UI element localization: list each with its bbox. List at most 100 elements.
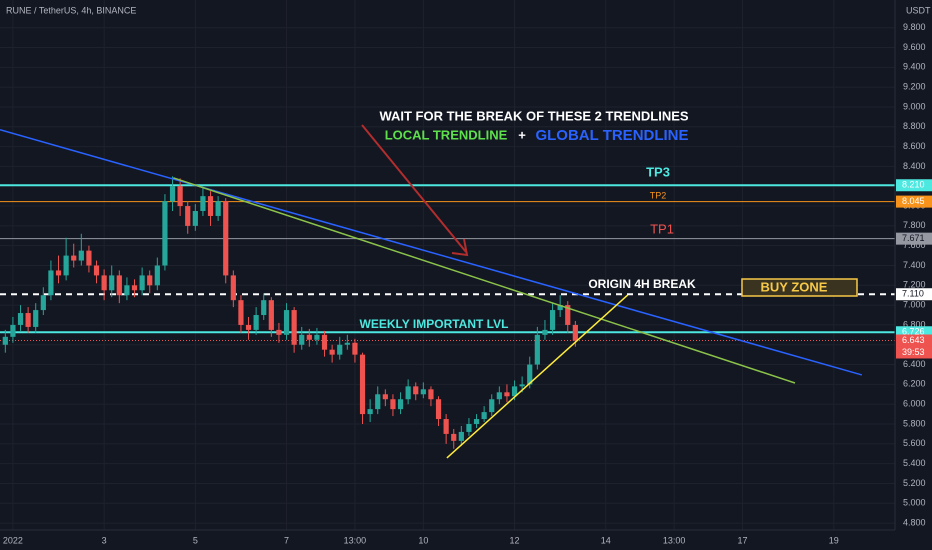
global-label: GLOBAL TRENDLINE [535, 127, 688, 144]
candle-body [359, 354, 366, 415]
y-tick-label: 7.800 [903, 220, 926, 230]
x-tick-label: 7 [284, 535, 289, 545]
candles [2, 176, 578, 449]
price-tag-label: 7.110 [902, 289, 924, 299]
candle-body [55, 270, 62, 276]
candle-body [131, 285, 138, 291]
weekly-label: WEEKLY IMPORTANT LVL [360, 317, 509, 331]
y-tick-label: 9.800 [903, 22, 926, 32]
candle-body [557, 305, 563, 311]
price-tag-label: 7.671 [902, 233, 925, 243]
x-tick-label: 2022 [3, 535, 23, 545]
candle-body [109, 275, 115, 291]
candle-body [253, 315, 259, 330]
candle-body [86, 250, 92, 266]
candle-body [413, 386, 419, 395]
candle-body [397, 399, 404, 410]
candle-body [2, 336, 8, 345]
trendline [0, 129, 863, 376]
candle-body [48, 270, 54, 296]
candle-body [185, 206, 191, 226]
candle-body [428, 389, 434, 400]
arrow [361, 124, 467, 253]
symbol-title: RUNE / TetherUS, 4h, BINANCE [6, 5, 136, 15]
y-tick-label: 5.200 [903, 478, 926, 488]
candle-body [10, 324, 16, 337]
candle-body [534, 334, 540, 365]
candle-body [420, 389, 426, 395]
candle-body [169, 186, 176, 202]
candle-body [192, 211, 198, 226]
buy-zone-label: BUY ZONE [761, 279, 828, 294]
candle-body [481, 412, 487, 420]
price-tag-label: 8.210 [902, 180, 925, 190]
y-tick-label: 7.400 [903, 260, 926, 270]
y-tick-label: 8.600 [903, 141, 926, 151]
y-tick-label: 7.200 [903, 280, 926, 290]
candle-body [261, 300, 267, 316]
y-tick-label: 7.600 [903, 240, 926, 250]
trendline [446, 294, 629, 459]
candle-body [101, 275, 107, 291]
x-tick-label: 12 [510, 535, 520, 545]
candle-body [93, 265, 100, 276]
candle-body [17, 313, 24, 325]
x-tick-label: 5 [193, 535, 198, 545]
candle-body [458, 431, 464, 441]
x-tick-label: 10 [418, 535, 428, 545]
y-tick-label: 5.800 [903, 418, 926, 428]
candle-body [116, 275, 122, 296]
candle-body [451, 433, 457, 441]
candle-body [200, 196, 206, 212]
candle-body [390, 399, 396, 410]
y-tick-label: 4.800 [903, 517, 926, 527]
headline: WAIT FOR THE BREAK OF THESE 2 TRENDLINES [379, 108, 688, 123]
candle-body [78, 250, 84, 261]
candle-body [344, 342, 350, 345]
candle-body [245, 324, 252, 330]
arrow-head [451, 238, 469, 257]
x-tick-label: 19 [829, 535, 839, 545]
axes: 4.800 5.000 5.200 5.400 5.600 5.800 6.000 6.200… [3, 22, 932, 545]
candle-body [147, 275, 153, 286]
candle-body [496, 392, 502, 400]
y-tick-label: 6.400 [903, 359, 926, 369]
x-tick-label: 14 [601, 535, 611, 545]
trendlines [0, 129, 863, 459]
x-tick-label: 17 [738, 535, 748, 545]
candle-body [352, 342, 358, 355]
y-tick-label: 5.400 [903, 458, 926, 468]
candle-body [139, 275, 145, 291]
currency: USDT [906, 5, 931, 15]
candle-body [519, 384, 525, 387]
candle-body [329, 349, 335, 355]
candle-body [405, 386, 411, 400]
candle-body [268, 300, 274, 330]
y-tick-label: 9.000 [903, 101, 926, 111]
price-tag [896, 179, 932, 192]
candle-body [299, 334, 305, 345]
y-tick-label: 6.000 [903, 399, 926, 409]
tp3: TP3 [646, 164, 670, 179]
origin-label: ORIGIN 4H BREAK [588, 277, 696, 291]
tp1: TP1 [650, 221, 674, 236]
candle-body [223, 201, 229, 276]
x-tick-label: 13:00 [663, 535, 686, 545]
candle-body [572, 324, 578, 341]
candle-body [435, 399, 442, 420]
trendline [173, 177, 796, 384]
plus: + [518, 127, 526, 142]
candle-body [215, 201, 221, 216]
y-tick-label: 5.600 [903, 438, 926, 448]
countdown: 39:53 [902, 347, 925, 357]
candle-body [321, 334, 328, 350]
candle-body [504, 392, 510, 397]
grid [0, 0, 895, 530]
x-tick-label: 3 [102, 535, 107, 545]
y-tick-label: 6.200 [903, 379, 926, 389]
price-tag [896, 334, 932, 347]
y-tick-label: 9.400 [903, 62, 926, 72]
candle-body [549, 310, 556, 330]
candle-body [542, 329, 548, 335]
